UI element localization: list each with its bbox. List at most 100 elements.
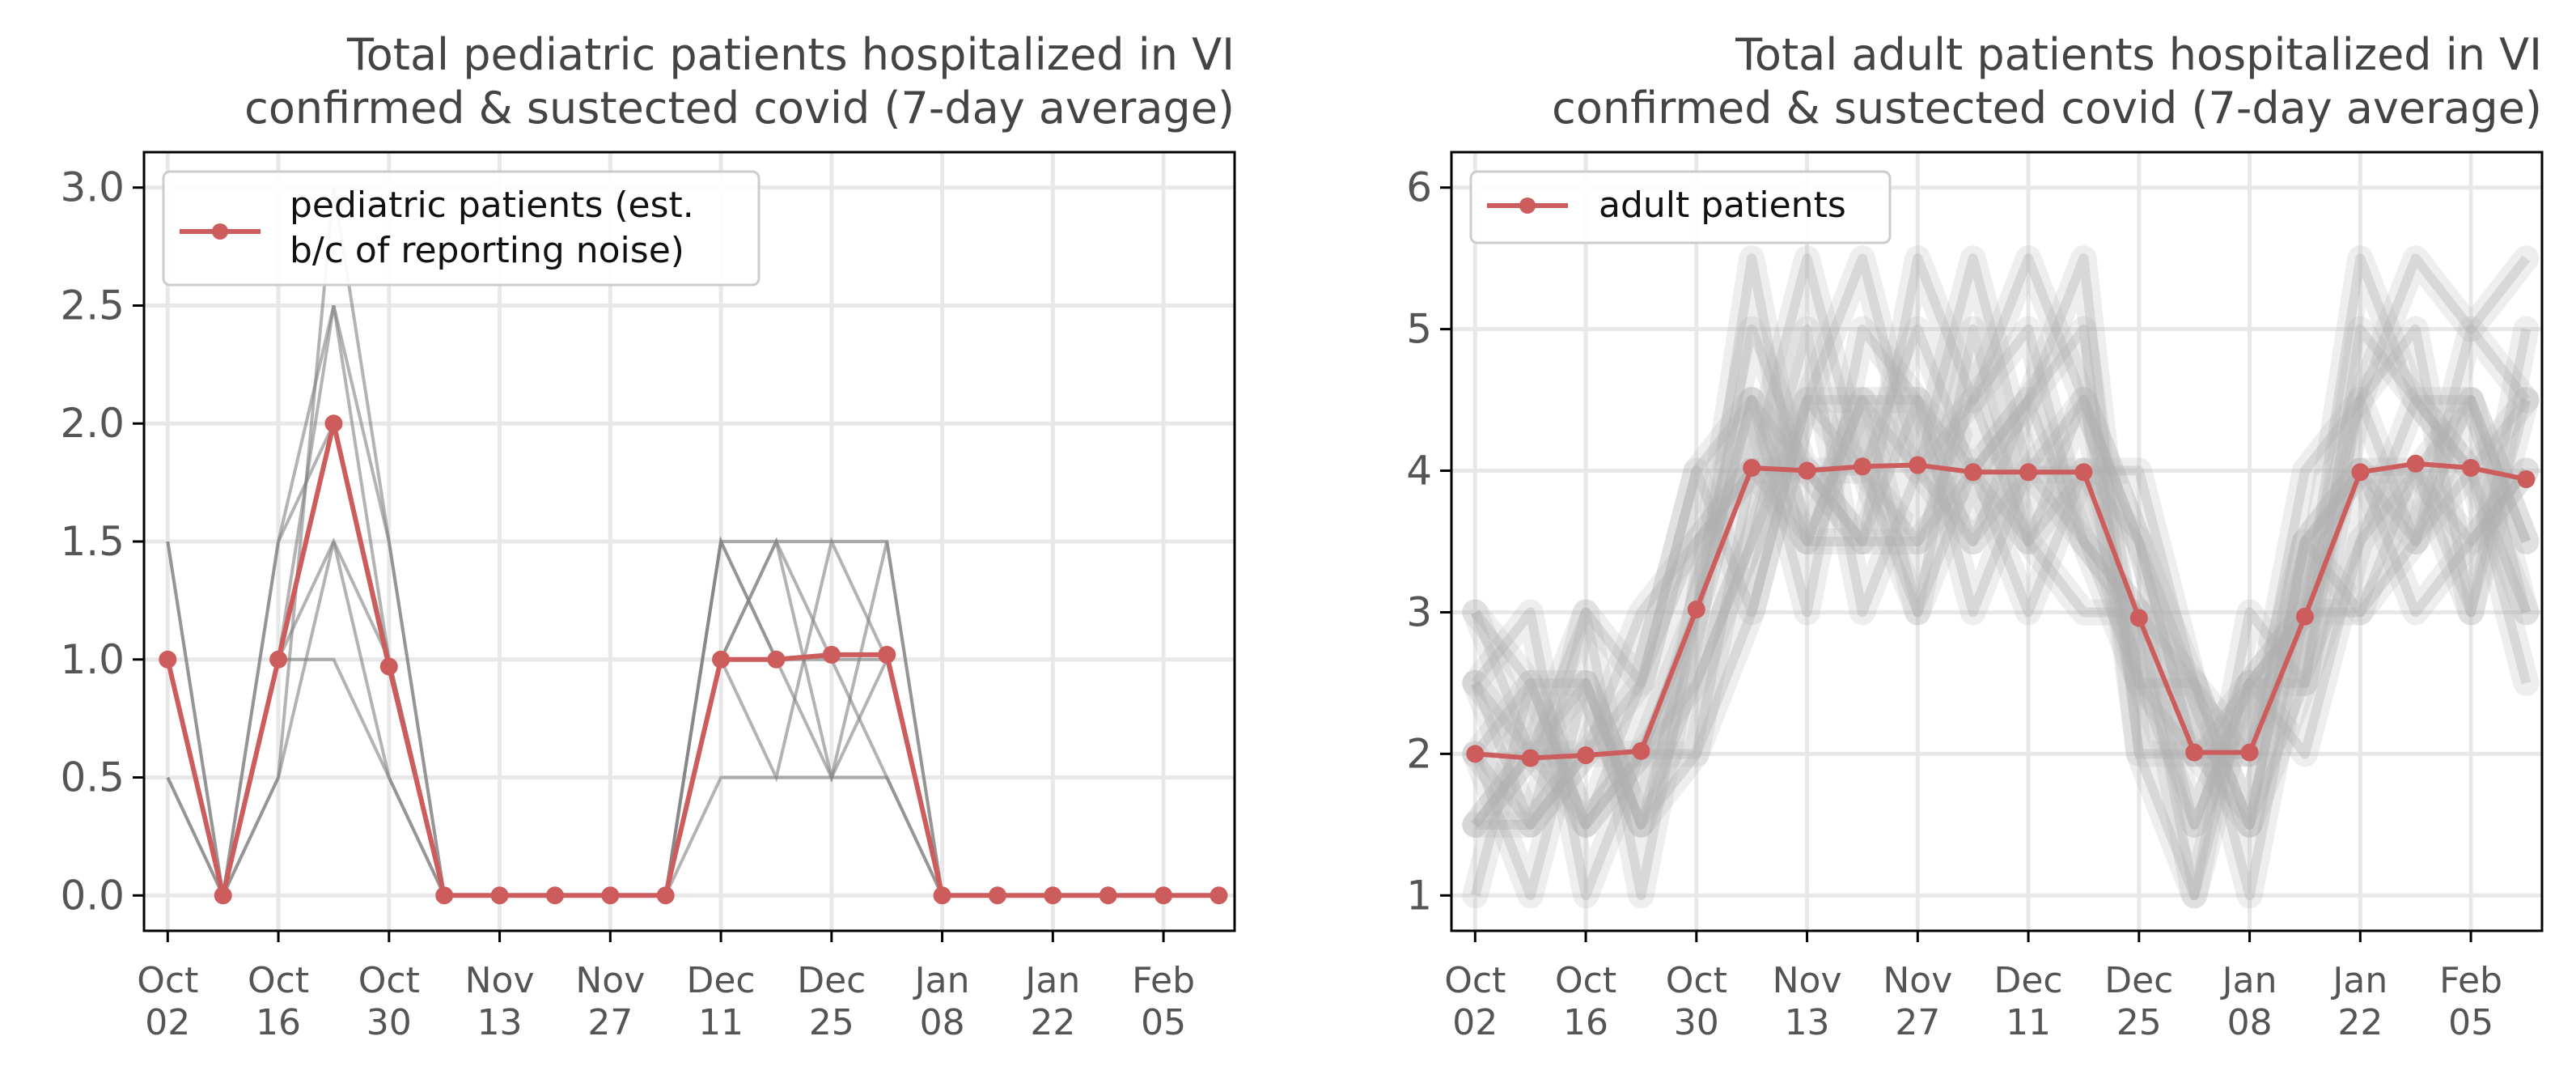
x-tick-label-month: Oct <box>358 960 420 1001</box>
mean-point <box>1853 457 1871 476</box>
x-tick-label-month: Dec <box>797 960 866 1001</box>
trajectory-line <box>166 305 1219 898</box>
mean-point <box>2295 607 2314 626</box>
y-tick-label: 0.0 <box>60 872 125 919</box>
trajectory-line <box>1470 395 2531 830</box>
mean-point <box>767 650 786 669</box>
x-tick-label-month: Dec <box>686 960 755 1001</box>
trajectory-line <box>1471 324 2532 901</box>
mean-point <box>601 886 620 905</box>
mean-point <box>2019 463 2038 482</box>
chart-title-line1: Total adult patients hospitalized in VI <box>1735 29 2542 80</box>
trajectory-band <box>1462 457 2540 838</box>
mean-point <box>2406 454 2425 473</box>
legend-label: adult patients <box>1599 185 1846 226</box>
mean-series <box>159 414 1228 905</box>
x-tick-label-month: Nov <box>465 960 535 1001</box>
x-tick-label-day: 16 <box>1563 1002 1608 1043</box>
mean-point <box>379 657 398 676</box>
legend-box <box>1469 170 1892 244</box>
legend-label-line2: b/c of reporting noise) <box>290 230 684 271</box>
mean-point <box>2517 470 2536 489</box>
trajectory-line <box>1471 324 2532 830</box>
y-tick-label: 1.0 <box>60 636 125 683</box>
x-tick-label-month: Oct <box>137 960 198 1001</box>
trajectory-bands <box>1462 245 2540 909</box>
mean-point <box>1964 463 1982 482</box>
x-tick-label-day: 25 <box>2116 1002 2162 1043</box>
mean-point <box>2462 459 2481 478</box>
mean-point <box>712 650 731 669</box>
x-tick-label-month: Nov <box>1883 960 1952 1001</box>
mean-point <box>1798 461 1816 480</box>
trajectory-band <box>1462 387 2540 838</box>
y-tick-label: 6 <box>1406 164 1432 211</box>
trajectory-line <box>1475 253 2532 830</box>
mean-point <box>1044 886 1062 905</box>
y-tick-label: 3.0 <box>60 164 125 211</box>
trajectory-band <box>1462 245 2540 838</box>
trajectory-band <box>1462 316 2540 838</box>
x-tick-label-day: 27 <box>1895 1002 1940 1043</box>
legend: pediatric patients (est. b/c of reportin… <box>162 170 761 287</box>
y-tick-label: 2 <box>1406 730 1432 777</box>
trajectory-line <box>166 305 1219 898</box>
x-tick-label-day: 27 <box>587 1002 633 1043</box>
pediatric-chart: Total pediatric patients hospitalized in… <box>60 29 1236 1043</box>
mean-point <box>1632 741 1650 760</box>
mean-line <box>1475 461 2527 761</box>
y-tick-label: 1 <box>1406 872 1432 919</box>
mean-point <box>214 886 232 905</box>
x-tick-label-day: 11 <box>698 1002 744 1043</box>
adult-chart: Total adult patients hospitalized in VI … <box>1406 29 2544 1043</box>
y-tick-label: 4 <box>1406 448 1432 495</box>
x-tick-label-month: Jan <box>2330 960 2387 1001</box>
chart-title-line2: confirmed & sustected covid (7-day avera… <box>1552 83 2542 134</box>
plot-frame <box>1450 151 2544 932</box>
x-tick-label-day: 25 <box>809 1002 854 1043</box>
mean-point <box>1210 886 1228 905</box>
mean-point <box>545 886 564 905</box>
mean-point <box>324 414 343 433</box>
trajectory-line <box>1471 465 2531 830</box>
x-tick-label-month: Dec <box>1993 960 2062 1001</box>
legend-label-line1: pediatric patients (est. <box>290 185 694 226</box>
x-tick-label-day: 05 <box>2448 1002 2493 1043</box>
y-axis: 1 2 3 4 5 6 <box>1406 164 1451 919</box>
y-tick-label: 1.5 <box>60 518 125 565</box>
trajectory-band <box>1462 245 2540 909</box>
mean-point <box>878 645 896 664</box>
x-tick-label-day: 16 <box>256 1002 301 1043</box>
legend-swatch-marker <box>1519 197 1536 214</box>
mean-point <box>490 886 509 905</box>
trajectory-line <box>1471 253 2531 901</box>
chart-title-line2: confirmed & sustected covid (7-day avera… <box>244 83 1235 134</box>
x-axis: Oct02Oct16Oct30Nov13Nov27Dec11Dec25Jan08… <box>137 931 1195 1043</box>
x-tick-label-day: 11 <box>2006 1002 2051 1043</box>
mean-point <box>822 645 841 664</box>
legend-box <box>162 170 761 287</box>
x-tick-label-day: 30 <box>1674 1002 1719 1043</box>
x-tick-label-month: Oct <box>248 960 309 1001</box>
mean-point <box>656 886 675 905</box>
legend-swatch-marker <box>212 223 228 240</box>
y-tick-label: 2.5 <box>60 282 125 329</box>
mean-point <box>2351 463 2370 482</box>
x-tick-label-day: 05 <box>1141 1002 1186 1043</box>
x-tick-label-day: 22 <box>1030 1002 1075 1043</box>
mean-point <box>269 650 288 669</box>
mean-point <box>2240 743 2259 762</box>
trajectory-band <box>1462 316 2540 909</box>
x-tick-label-day: 02 <box>145 1002 190 1043</box>
x-tick-label-day: 30 <box>366 1002 412 1043</box>
plot-frame <box>142 151 1236 932</box>
x-tick-label-day: 13 <box>477 1002 523 1043</box>
mean-point <box>1909 456 1927 474</box>
y-tick-label: 3 <box>1406 588 1432 635</box>
trajectory-band <box>1462 316 2540 909</box>
y-tick-label: 2.0 <box>60 400 125 447</box>
mean-point <box>2185 743 2204 762</box>
x-tick-label-day: 02 <box>1452 1002 1498 1043</box>
x-tick-label-day: 08 <box>2227 1002 2273 1043</box>
